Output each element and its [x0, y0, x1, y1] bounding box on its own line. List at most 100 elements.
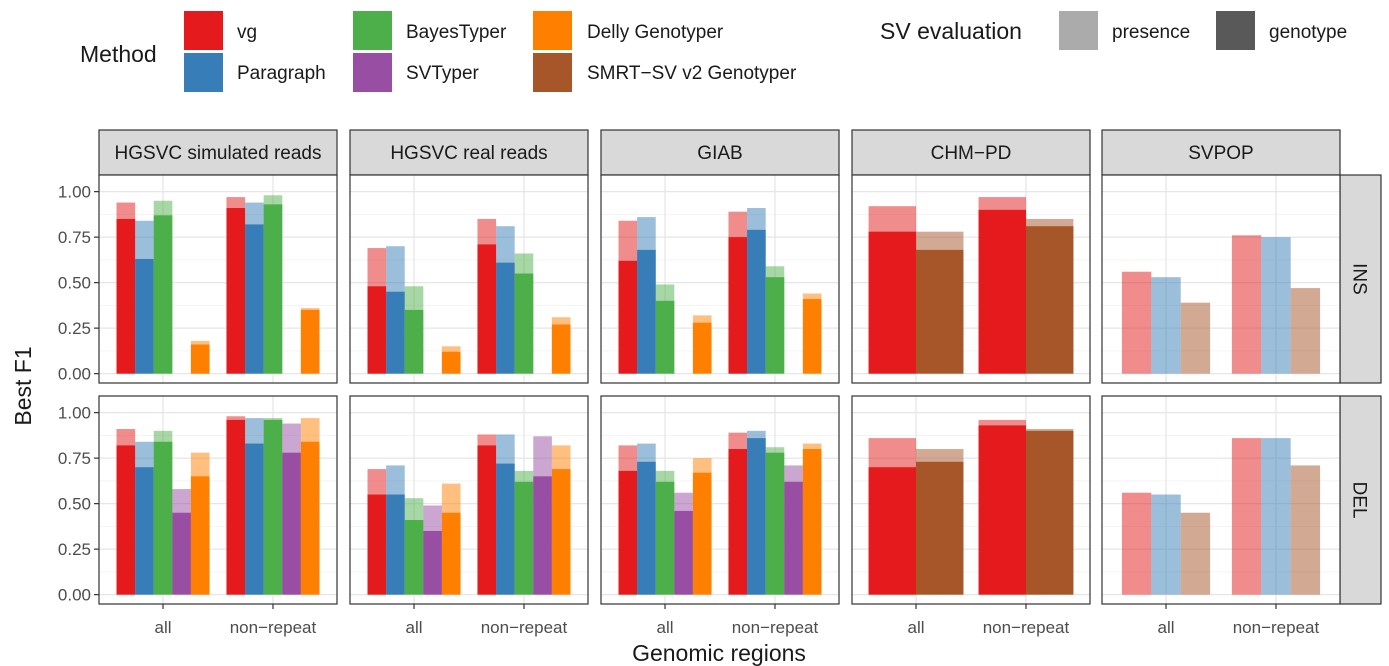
- bar-genotype-bayestyper-all: [153, 215, 173, 374]
- y-tick-label: 0.00: [58, 586, 91, 605]
- y-axis-title: Best F1: [10, 346, 36, 425]
- strip-label-giab: GIAB: [697, 143, 742, 164]
- bar-genotype-vg-all: [868, 467, 917, 595]
- legend-label-presence: presence: [1112, 22, 1190, 43]
- panel-giab-del: [600, 395, 840, 605]
- bar-genotype-delly-genotyper-all: [441, 351, 461, 374]
- bar-genotype-svtyper-all: [423, 530, 442, 595]
- legend-swatch-svtyper: [353, 53, 392, 92]
- legend-label-smrtsv: SMRT−SV v2 Genotyper: [587, 63, 797, 84]
- x-tick-label: all: [155, 618, 172, 637]
- bar-genotype-paragraph-non-repeat: [245, 443, 264, 595]
- x-axis-title: Genomic regions: [632, 640, 806, 666]
- bar-genotype-bayestyper-non-repeat: [263, 204, 283, 374]
- bar-presence-smrt-sv-v2-genotyper-all: [1180, 302, 1211, 374]
- bar-genotype-bayestyper-non-repeat: [765, 277, 785, 374]
- bar-genotype-bayestyper-all: [655, 481, 675, 595]
- strip-bg-hgsvc-simulated-reads: [98, 129, 338, 176]
- bar-genotype-vg-non-repeat: [477, 445, 497, 595]
- y-tick-label: 0.75: [58, 449, 91, 468]
- bar-genotype-bayestyper-non-repeat: [765, 452, 785, 595]
- bar-genotype-bayestyper-non-repeat: [263, 419, 283, 595]
- y-tick-label: 0.50: [58, 495, 91, 514]
- bar-genotype-paragraph-all: [135, 258, 154, 374]
- bar-genotype-paragraph-all: [637, 461, 656, 595]
- bar-presence-smrt-sv-v2-genotyper-non-repeat: [1290, 465, 1321, 595]
- bar-genotype-paragraph-all: [386, 494, 405, 595]
- panel-border: [349, 174, 589, 384]
- strip-label-hgsvc-simulated-reads: HGSVC simulated reads: [115, 143, 322, 164]
- strip-label-svpop: SVPOP: [1188, 143, 1253, 164]
- bar-genotype-vg-non-repeat: [978, 425, 1026, 595]
- bar-genotype-delly-genotyper-non-repeat: [300, 309, 320, 374]
- bar-genotype-vg-all: [367, 494, 387, 595]
- bar-genotype-svtyper-non-repeat: [784, 481, 803, 595]
- y-tick-label: 1.00: [58, 404, 91, 423]
- legend-eval-title: SV evaluation: [880, 18, 1022, 44]
- legend-label-delly: Delly Genotyper: [587, 22, 724, 43]
- legend-swatch-smrtsv: [533, 53, 572, 92]
- y-tick-label: 0.00: [58, 365, 91, 384]
- legend-swatch-paragraph: [184, 53, 223, 92]
- bar-genotype-paragraph-non-repeat: [245, 224, 264, 374]
- legend-label-svtyper: SVTyper: [406, 63, 480, 84]
- panel-border: [98, 395, 338, 605]
- strip-label-del: DEL: [1349, 482, 1370, 519]
- panel-border: [1101, 174, 1341, 384]
- bar-presence-smrt-sv-v2-genotyper-non-repeat: [1290, 288, 1321, 374]
- y-tick-label: 0.50: [58, 274, 91, 293]
- bar-genotype-paragraph-non-repeat: [496, 463, 515, 595]
- bar-genotype-delly-genotyper-non-repeat: [802, 299, 822, 374]
- panel-hgsvc-simulated-reads-del: [98, 395, 338, 605]
- bar-genotype-svtyper-non-repeat: [282, 452, 301, 595]
- panel-svpop-ins: [1101, 174, 1341, 384]
- y-tick-label: 0.25: [58, 540, 91, 559]
- legend-swatch-bayestyper: [353, 11, 392, 50]
- strip-bg-hgsvc-real-reads: [349, 129, 589, 176]
- strip-label-chm-pd: CHM−PD: [931, 143, 1012, 164]
- x-tick-label: non−repeat: [230, 618, 317, 637]
- bar-presence-paragraph-non-repeat: [1261, 237, 1291, 374]
- bar-genotype-paragraph-all: [637, 249, 656, 374]
- bar-genotype-delly-genotyper-non-repeat: [551, 324, 571, 374]
- x-tick-label: all: [406, 618, 423, 637]
- bar-presence-vg-all: [1121, 492, 1152, 595]
- bar-presence-vg-non-repeat: [1231, 235, 1262, 374]
- strip-bg-chm-pd: [851, 129, 1091, 176]
- legend-label-genotype: genotype: [1269, 22, 1347, 43]
- panel-chm-pd-del: [851, 395, 1091, 605]
- legend: Method vg Paragraph BayesTyper SVTyper D…: [80, 11, 1347, 92]
- bar-genotype-vg-all: [868, 231, 917, 374]
- bar-genotype-vg-non-repeat: [477, 244, 497, 374]
- panel-hgsvc-real-reads-del: [349, 395, 589, 605]
- legend-swatch-presence: [1059, 11, 1098, 50]
- bar-genotype-paragraph-all: [386, 291, 405, 374]
- panel-border: [1101, 395, 1341, 605]
- bar-genotype-vg-non-repeat: [978, 209, 1026, 374]
- bar-genotype-vg-non-repeat: [226, 208, 246, 374]
- y-tick-label: 1.00: [58, 183, 91, 202]
- strip-label-ins: INS: [1349, 263, 1370, 295]
- legend-swatch-genotype: [1216, 11, 1255, 50]
- bar-genotype-svtyper-non-repeat: [533, 476, 552, 595]
- bar-genotype-delly-genotyper-all: [190, 344, 210, 374]
- strip-bg-giab: [600, 129, 840, 176]
- panel-border: [851, 174, 1091, 384]
- bar-presence-vg-non-repeat: [1231, 438, 1262, 595]
- bar-genotype-vg-all: [116, 218, 136, 374]
- panel-border: [600, 174, 840, 384]
- bar-presence-smrt-sv-v2-genotyper-all: [1180, 512, 1211, 595]
- bar-genotype-vg-non-repeat: [226, 419, 246, 595]
- x-tick-label: all: [908, 618, 925, 637]
- bar-genotype-vg-all: [116, 445, 136, 595]
- bar-genotype-delly-genotyper-non-repeat: [551, 469, 571, 595]
- bar-genotype-paragraph-all: [135, 467, 154, 595]
- bar-genotype-bayestyper-all: [404, 309, 424, 374]
- bar-genotype-vg-non-repeat: [728, 237, 748, 374]
- x-tick-label: all: [657, 618, 674, 637]
- strip-label-hgsvc-real-reads: HGSVC real reads: [390, 143, 547, 164]
- panel-svpop-del: [1101, 395, 1341, 605]
- x-tick-label: non−repeat: [481, 618, 568, 637]
- bar-presence-paragraph-all: [1151, 277, 1181, 374]
- y-tick-label: 0.75: [58, 228, 91, 247]
